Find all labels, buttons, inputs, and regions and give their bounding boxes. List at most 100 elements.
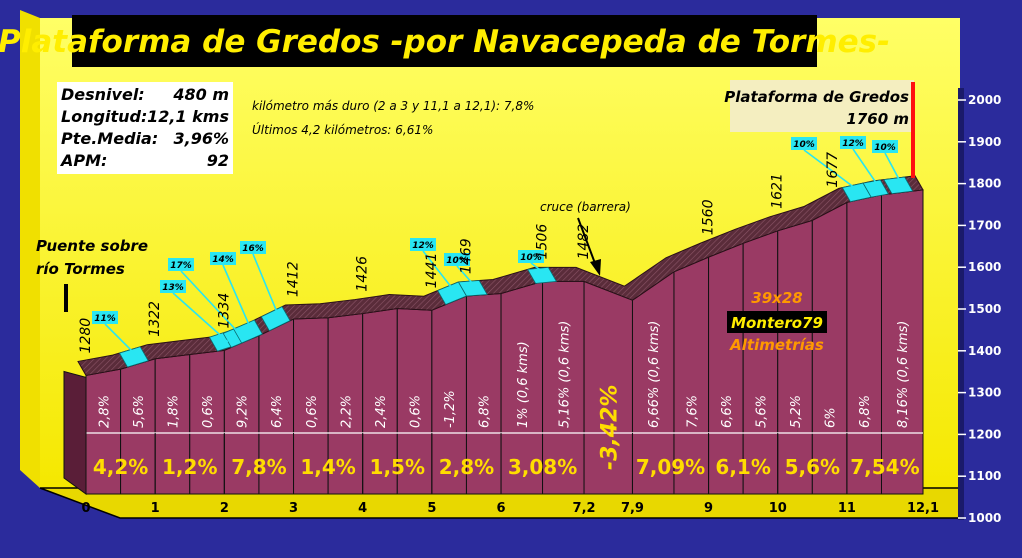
profile-bar (777, 219, 813, 495)
stat-label-pte-media: Pte.Media: (61, 129, 158, 148)
segment-grade-label: 7,6% (685, 395, 700, 428)
x-tick-label: 4 (358, 501, 367, 516)
descent-grade-label: -3,42% (597, 385, 622, 470)
segment-grade-label: 0,6% (409, 395, 424, 428)
segment-grade-label: 2,4% (374, 395, 389, 428)
steep-tag-box (518, 250, 544, 263)
y-tick-label: 1600 (968, 260, 1001, 274)
stat-label-apm: APM: (59, 151, 107, 170)
km-grade-label: 7,8% (231, 455, 286, 479)
steep-tag-box (92, 311, 118, 324)
x-tick-label: 5 (427, 501, 436, 516)
segment-grade-label: 5,6% (754, 395, 769, 428)
steep-tag-label: 16% (242, 244, 264, 254)
segment-grade-label: 2,2% (339, 395, 354, 428)
start-label-line2: río Tormes (36, 260, 125, 278)
y-tick-label: 2000 (968, 93, 1001, 107)
altitude-label: 1506 (535, 224, 551, 260)
summit-label-box (730, 80, 914, 132)
steep-tag-leader (104, 323, 139, 358)
altitude-label: 1441 (424, 253, 440, 289)
y-axis: 1000 1100 1200 1300 1400 1500 1600 1700 1800 1900… (958, 88, 1001, 525)
steep-section (457, 280, 488, 297)
note-hardest-km: kilómetro más duro (2 a 3 y 11,1 a 12,1)… (252, 99, 534, 113)
x-tick-label: 11 (838, 501, 856, 516)
segment-grade-label: 9,2% (236, 395, 251, 428)
steep-tag-label: 10% (520, 253, 542, 263)
x-tick-label: 9 (704, 501, 713, 516)
x-tick-label: 0 (81, 501, 90, 516)
altitude-label: 1560 (701, 199, 717, 235)
km-grade-label: 1,5% (370, 455, 425, 479)
steep-tag-label: 13% (162, 283, 184, 293)
km-grade-label: 1,4% (300, 455, 355, 479)
stat-label-longitud: Longitud: (61, 107, 147, 126)
summit-marker (911, 82, 915, 178)
profile-bars (63, 189, 924, 495)
segment-grade-label: 6% (824, 407, 839, 428)
steep-tag-box (168, 258, 194, 271)
steep-tag-box (160, 280, 186, 293)
x-tick-label: 1 (151, 501, 160, 516)
credit-author-box (727, 311, 827, 333)
x-tick-label: 12,1 (907, 501, 939, 516)
chart-title: Plataforma de Gredos -por Navacepeda de … (0, 24, 890, 60)
cruce-arrowhead (590, 259, 601, 276)
y-tick-label: 1500 (968, 302, 1001, 316)
steep-sections: 11% 13% 17% 14% 16% 12% 10% 10% 10% 12% 10% (92, 136, 914, 368)
steep-tag-leader (884, 152, 903, 186)
profile-top-surface (77, 175, 924, 376)
x-axis: 0 1 2 3 4 5 6 7,2 7,9 9 10 11 12,1 (81, 501, 939, 516)
steep-tag-leader (252, 253, 281, 319)
steep-tag-leader (456, 265, 478, 289)
altitude-label: 1426 (355, 256, 371, 292)
steep-tag-leader (530, 262, 547, 276)
segment-grade-label: 6,4% (270, 395, 285, 428)
stat-value-pte-media: 3,96% (173, 129, 229, 148)
steep-tag-label: 14% (212, 255, 234, 265)
altitude-label: 1280 (78, 318, 94, 354)
altitude-label: 1677 (825, 152, 841, 188)
cruce-label: cruce (barrera) (540, 200, 631, 214)
steep-tag-label: 10% (874, 143, 896, 153)
steep-tag-leader (172, 292, 229, 343)
y-tick-label: 1800 (968, 177, 1001, 191)
summit-name: Plataforma de Gredos (724, 88, 909, 106)
altitude-label: 1322 (147, 301, 163, 337)
segment-grade-label: 0,6% (201, 395, 216, 428)
profile-side-wall (63, 370, 87, 495)
km-grade-label: 2,8% (439, 455, 494, 479)
y-tick-label: 1200 (968, 427, 1001, 441)
segment-grade-label: 2,8% (97, 395, 112, 428)
altitude-labels: 1280 1322 1334 1412 1426 1441 1469 1506 1482 1560… (78, 152, 841, 354)
km-grade-label: 7,54% (850, 455, 919, 479)
y-tick-label: 1900 (968, 135, 1001, 149)
altitude-label: 1469 (458, 238, 474, 274)
y-tick-label: 1000 (968, 511, 1001, 525)
steep-tag-label: 12% (412, 241, 434, 251)
segment-grade-label: 5,2% (789, 395, 804, 428)
km-grade-label: 6,1% (715, 455, 770, 479)
steep-section (118, 346, 149, 368)
segment-grade-label: 5,16% (0,6 kms) (557, 321, 572, 428)
steep-tag-box (840, 136, 866, 149)
km-grade-label: 7,09% (636, 455, 705, 479)
y-tick-label: 1700 (968, 218, 1001, 232)
altitude-label: 1482 (576, 224, 592, 260)
steep-tag-box (444, 253, 470, 266)
segment-grade-label: 5,6% (132, 395, 147, 428)
steep-tag-label: 10% (793, 140, 815, 150)
altitude-label: 1334 (216, 293, 232, 329)
steep-tag-box (791, 137, 817, 150)
altitude-label: 1621 (770, 173, 786, 209)
y-tick-label: 1400 (968, 344, 1001, 358)
steep-tag-box (410, 238, 436, 251)
km-grade-label: 3,08% (508, 455, 577, 479)
steep-tag-leader (422, 250, 457, 294)
stat-value-longitud: 12,1 kms (147, 107, 229, 126)
steep-tag-leader (803, 149, 862, 194)
credit-source: Altimetrías (729, 336, 824, 354)
steep-tag-leader (222, 264, 253, 332)
